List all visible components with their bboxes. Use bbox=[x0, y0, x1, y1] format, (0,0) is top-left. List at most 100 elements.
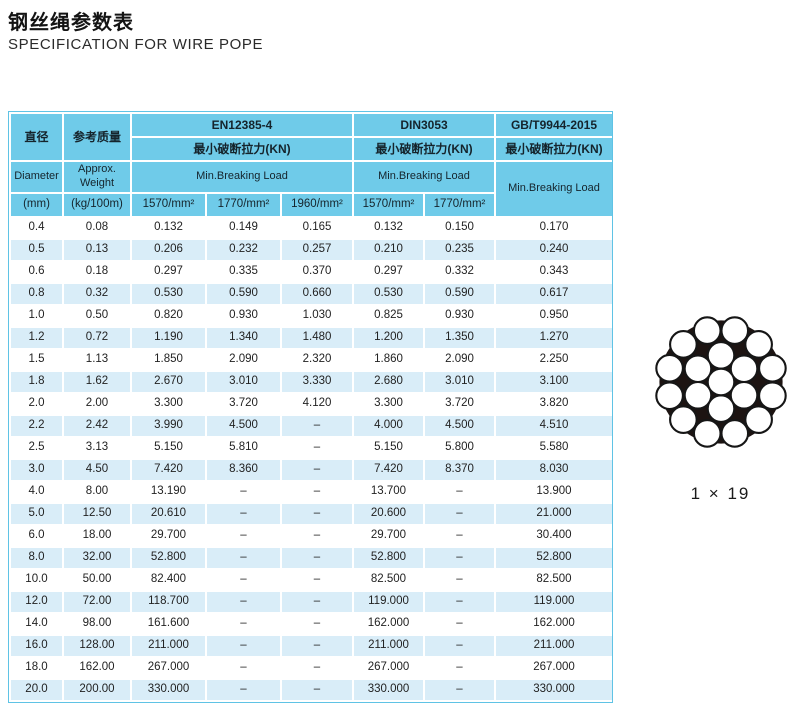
header-diameter-unit: (mm) bbox=[11, 193, 62, 216]
table-cell: 3.330 bbox=[282, 371, 352, 392]
table-cell: 98.00 bbox=[64, 613, 130, 634]
table-cell: – bbox=[282, 679, 352, 700]
table-cell: 1.030 bbox=[282, 305, 352, 326]
header-en-grade-1570: 1570/mm² bbox=[132, 193, 205, 216]
table-cell: 3.990 bbox=[132, 415, 205, 436]
table-cell: – bbox=[425, 613, 494, 634]
table-cell: 8.370 bbox=[425, 459, 494, 480]
table-cell: 330.000 bbox=[354, 679, 423, 700]
table-cell: 211.000 bbox=[354, 635, 423, 656]
table-cell: 1.340 bbox=[207, 327, 280, 348]
table-cell: 0.590 bbox=[425, 283, 494, 304]
table-cell: 2.42 bbox=[64, 415, 130, 436]
table-cell: 330.000 bbox=[132, 679, 205, 700]
table-cell: – bbox=[425, 525, 494, 546]
header-din-grade-1770: 1770/mm² bbox=[425, 193, 494, 216]
table-cell: 0.72 bbox=[64, 327, 130, 348]
table-cell: 0.235 bbox=[425, 239, 494, 260]
table-cell: 12.50 bbox=[64, 503, 130, 524]
header-diameter-en: Diameter bbox=[11, 162, 62, 192]
table-cell: 13.190 bbox=[132, 481, 205, 502]
table-row: 0.5 0.13 0.206 0.232 0.257 0.210 0.235 0.240 bbox=[11, 239, 612, 260]
wire-rope-diagram: 1 × 19 bbox=[648, 312, 793, 504]
header-breaking-load-cn-gb: 最小破断拉力(KN) bbox=[496, 138, 612, 160]
table-cell: 1.5 bbox=[11, 349, 62, 370]
table-cell: 1.200 bbox=[354, 327, 423, 348]
table-cell: 1.850 bbox=[132, 349, 205, 370]
table-row: 8.0 32.00 52.800– –52.800–52.800 bbox=[11, 547, 612, 568]
table-cell: 267.000 bbox=[132, 657, 205, 678]
table-cell: 0.206 bbox=[132, 239, 205, 260]
table-cell: 5.0 bbox=[11, 503, 62, 524]
table-row: 0.8 0.32 0.530 0.590 0.660 0.530 0.590 0.617 bbox=[11, 283, 612, 304]
table-cell: 162.000 bbox=[496, 613, 612, 634]
table-cell: 0.132 bbox=[132, 217, 205, 238]
table-cell: – bbox=[207, 503, 280, 524]
table-row: 0.4 0.08 0.132 0.149 0.165 0.132 0.150 0.170 bbox=[11, 217, 612, 238]
table-cell: 8.00 bbox=[64, 481, 130, 502]
table-cell: 0.530 bbox=[354, 283, 423, 304]
table-cell: 4.50 bbox=[64, 459, 130, 480]
table-cell: – bbox=[282, 437, 352, 458]
table-cell: – bbox=[207, 679, 280, 700]
table-cell: 128.00 bbox=[64, 635, 130, 656]
table-row: 10.0 50.00 82.400– –82.500–82.500 bbox=[11, 569, 612, 590]
table-cell: 0.08 bbox=[64, 217, 130, 238]
table-cell: 2.680 bbox=[354, 371, 423, 392]
table-cell: 4.0 bbox=[11, 481, 62, 502]
table-cell: 2.670 bbox=[132, 371, 205, 392]
table-cell: 20.610 bbox=[132, 503, 205, 524]
table-cell: 2.090 bbox=[207, 349, 280, 370]
table-cell: 10.0 bbox=[11, 569, 62, 590]
table-cell: 5.150 bbox=[354, 437, 423, 458]
table-cell: 29.700 bbox=[132, 525, 205, 546]
table-row: 1.2 0.72 1.190 1.340 1.480 1.200 1.350 1.270 bbox=[11, 327, 612, 348]
table-cell: 4.000 bbox=[354, 415, 423, 436]
table-cell: 267.000 bbox=[354, 657, 423, 678]
table-cell: 0.297 bbox=[132, 261, 205, 282]
table-cell: 162.00 bbox=[64, 657, 130, 678]
table-cell: 3.720 bbox=[425, 393, 494, 414]
page-title-chinese: 钢丝绳参数表 bbox=[8, 12, 134, 34]
table-cell: 3.300 bbox=[132, 393, 205, 414]
table-cell: 0.820 bbox=[132, 305, 205, 326]
header-standard-gbt9944: GB/T9944-2015 bbox=[496, 114, 612, 136]
header-weight-unit: (kg/100m) bbox=[64, 193, 130, 216]
table-cell: 7.420 bbox=[354, 459, 423, 480]
table-cell: 0.332 bbox=[425, 261, 494, 282]
table-cell: – bbox=[425, 657, 494, 678]
table-cell: 32.00 bbox=[64, 547, 130, 568]
table-cell: 3.100 bbox=[496, 371, 612, 392]
header-diameter-cn: 直径 bbox=[11, 114, 62, 160]
table-cell: 1.270 bbox=[496, 327, 612, 348]
table-row: 3.0 4.50 7.420 8.360–7.420 8.370 8.030 bbox=[11, 459, 612, 480]
table-cell: 2.090 bbox=[425, 349, 494, 370]
table-cell: 119.000 bbox=[496, 591, 612, 612]
table-cell: 0.8 bbox=[11, 283, 62, 304]
table-cell: 1.8 bbox=[11, 371, 62, 392]
spec-table-body: 0.4 0.08 0.132 0.149 0.165 0.132 0.150 0.170 0.5… bbox=[11, 217, 612, 700]
table-cell: 0.165 bbox=[282, 217, 352, 238]
table-row: 2.5 3.13 5.150 5.810–5.150 5.800 5.580 bbox=[11, 437, 612, 458]
table-cell: – bbox=[207, 547, 280, 568]
table-cell: 0.950 bbox=[496, 305, 612, 326]
table-cell: 16.0 bbox=[11, 635, 62, 656]
table-row: 2.0 2.00 3.300 3.720 4.120 3.300 3.720 3.820 bbox=[11, 393, 612, 414]
table-cell: – bbox=[207, 591, 280, 612]
table-cell: 0.930 bbox=[425, 305, 494, 326]
table-cell: 52.800 bbox=[132, 547, 205, 568]
table-cell: 0.590 bbox=[207, 283, 280, 304]
table-row: 1.8 1.62 2.670 3.010 3.330 2.680 3.010 3.100 bbox=[11, 371, 612, 392]
table-row: 2.2 2.42 3.990 4.500–4.000 4.500 4.510 bbox=[11, 415, 612, 436]
wire-rope-cross-section-icon bbox=[654, 316, 787, 448]
table-cell: 52.800 bbox=[354, 547, 423, 568]
table-cell: 1.350 bbox=[425, 327, 494, 348]
table-cell: 8.360 bbox=[207, 459, 280, 480]
table-cell: 0.530 bbox=[132, 283, 205, 304]
table-row: 16.0 128.00 211.000– –211.000–211.000 bbox=[11, 635, 612, 656]
table-cell: – bbox=[425, 547, 494, 568]
table-cell: – bbox=[425, 591, 494, 612]
table-cell: 330.000 bbox=[496, 679, 612, 700]
header-en-grade-1960: 1960/mm² bbox=[282, 193, 352, 216]
